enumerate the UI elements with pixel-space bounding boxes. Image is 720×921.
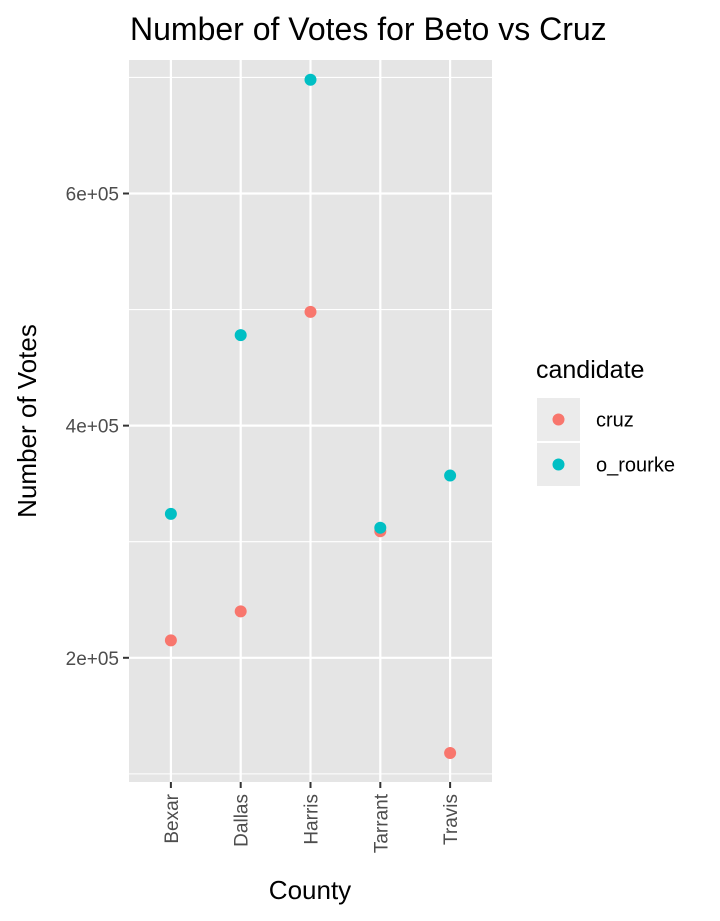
legend-label-o_rourke: o_rourke xyxy=(596,455,675,477)
data-point-cruz xyxy=(234,605,247,618)
legend-key-o_rourke xyxy=(552,458,565,471)
x-tick-label: Dallas xyxy=(232,794,253,847)
x-tick-label: Travis xyxy=(441,794,462,845)
data-point-o_rourke xyxy=(304,73,317,86)
y-axis-title: Number of Votes xyxy=(12,324,42,518)
data-point-o_rourke xyxy=(234,329,247,342)
data-point-o_rourke xyxy=(444,469,457,482)
legend-key-cruz xyxy=(552,413,565,426)
chart-title: Number of Votes for Beto vs Cruz xyxy=(130,11,607,47)
x-tick-label: Bexar xyxy=(162,793,183,843)
data-point-cruz xyxy=(444,746,457,759)
legend: candidate cruz o_rourke xyxy=(536,356,675,486)
x-tick-label: Harris xyxy=(302,794,323,845)
data-point-cruz xyxy=(164,634,177,647)
x-axis-title: County xyxy=(269,875,351,905)
x-tick-label: Tarrant xyxy=(371,793,392,853)
x-axis-ticks: Bexar Dallas Harris Tarrant Travis xyxy=(162,782,462,853)
data-points xyxy=(164,73,457,759)
y-tick-label: 2e+05 xyxy=(66,649,119,670)
legend-label-cruz: cruz xyxy=(596,410,634,432)
data-point-o_rourke xyxy=(164,507,177,520)
y-axis-ticks: 2e+05 4e+05 6e+05 xyxy=(66,184,129,670)
data-point-o_rourke xyxy=(374,521,387,534)
legend-title: candidate xyxy=(536,356,644,384)
y-tick-label: 4e+05 xyxy=(66,417,119,438)
y-tick-label: 6e+05 xyxy=(66,184,119,205)
grid-lines xyxy=(129,60,492,782)
data-point-cruz xyxy=(304,305,317,318)
